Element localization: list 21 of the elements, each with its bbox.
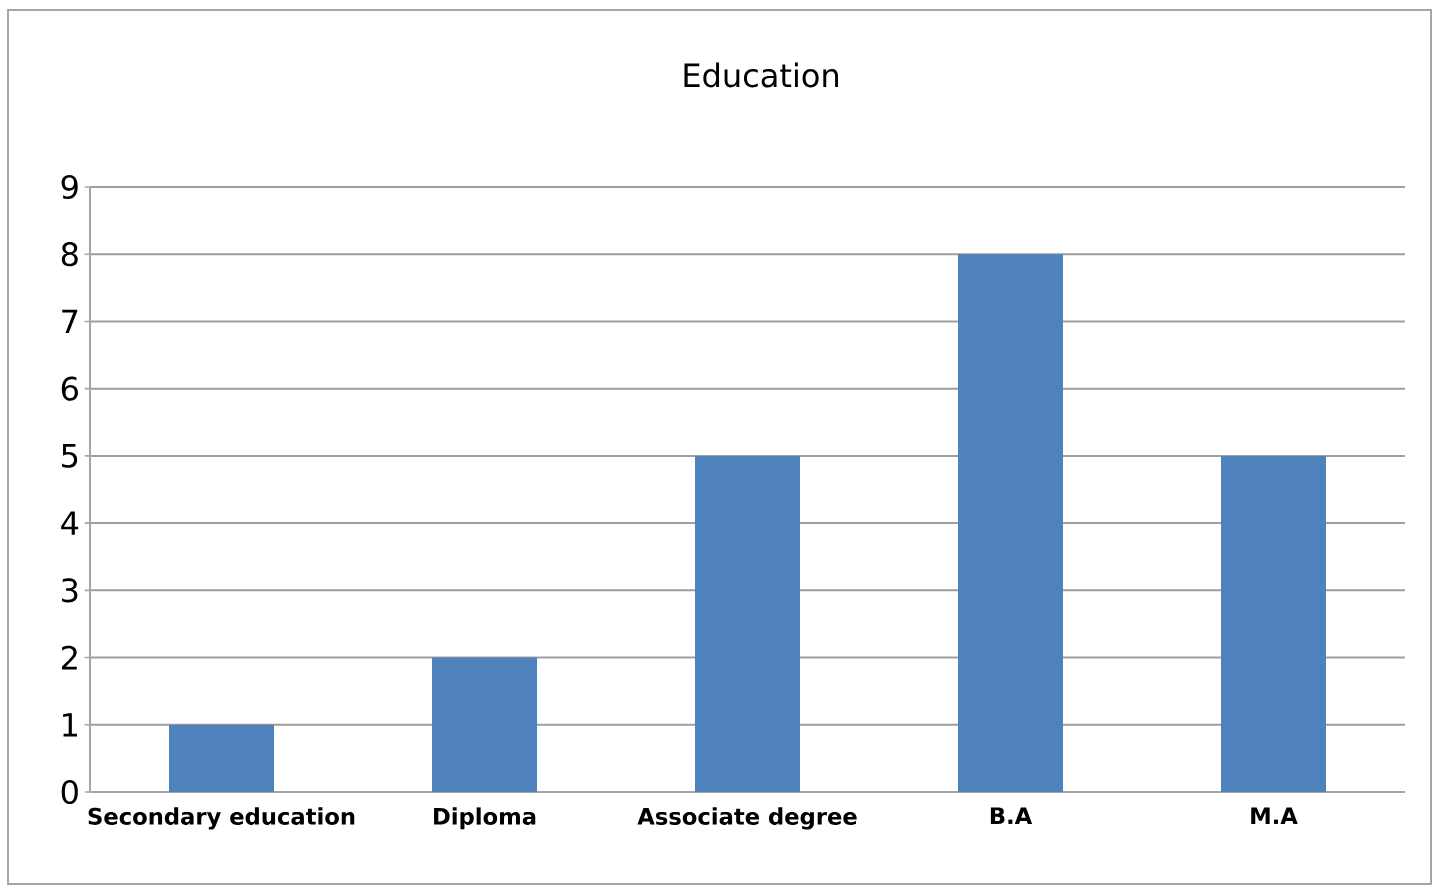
y-tick-label: 1 [63,713,77,737]
y-tick-label: 5 [62,444,78,468]
y-tick-label: 9 [61,174,78,200]
y-tick-label: 8 [61,242,78,267]
y-tick-label: 2 [61,645,77,670]
y-tick-label: 0 [61,779,78,805]
x-tick-label: Secondary education [88,807,355,830]
bar [169,724,275,792]
x-tick-label: Diploma [434,807,536,830]
y-tick-label: 3 [62,578,78,603]
x-tick-label: Associate degree [637,807,857,830]
y-tick-label: 7 [62,309,78,334]
bar [695,455,801,792]
y-tick-label: 4 [61,511,79,535]
x-tick-label: B.A [990,807,1033,824]
bar [1221,455,1327,792]
bar [958,254,1064,792]
bar [432,657,538,792]
y-tick-label: 6 [61,376,78,401]
x-tick-label: M.A [1251,807,1298,824]
chart-title: Education [684,62,838,88]
